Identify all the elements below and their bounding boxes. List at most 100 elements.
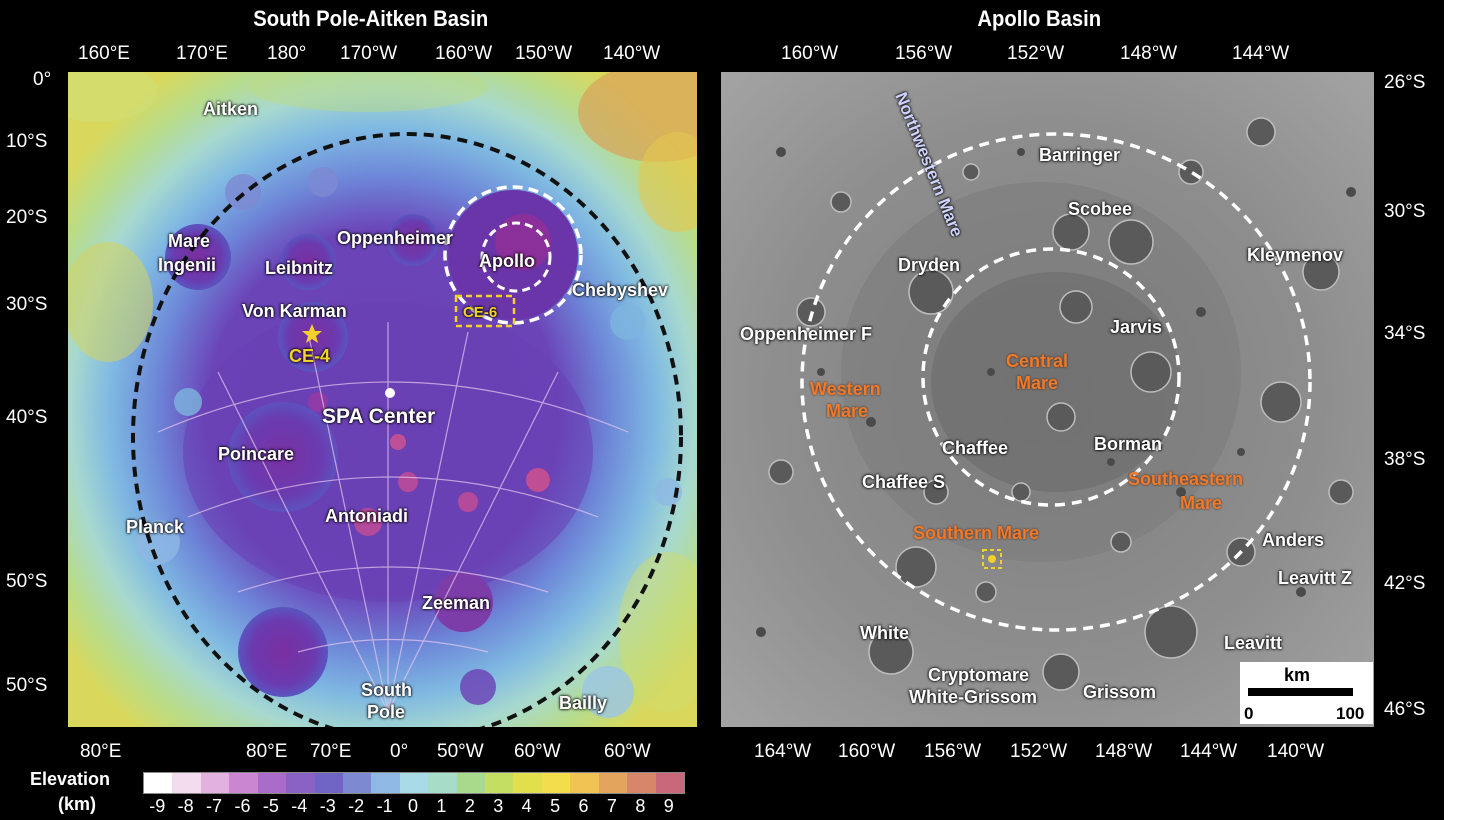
colorbar-swatch <box>513 773 543 793</box>
right-bottom-tick: 140°W <box>1267 741 1325 762</box>
label-central-mare-2: Mare <box>1016 373 1059 393</box>
colorbar-swatch <box>314 773 344 793</box>
label-planck: Planck <box>126 517 185 537</box>
scale-bar-max: 100 <box>1336 704 1365 723</box>
left-lat-tick: 30°S <box>6 294 48 315</box>
right-lat-tick: 38°S <box>1384 449 1426 470</box>
colorbar-swatch <box>229 773 259 793</box>
label-chaffee-s: Chaffee S <box>862 472 946 492</box>
label-kleymenov: Kleymenov <box>1247 245 1344 265</box>
colorbar-tick-label: -4 <box>291 796 308 816</box>
apollo-basin-image <box>721 72 1374 727</box>
label-ce6: CE-6 <box>463 304 498 321</box>
colorbar-swatch <box>399 773 429 793</box>
scale-bar: km 0 100 <box>1240 662 1373 724</box>
label-mare-ingenii-2: Ingenii <box>158 255 216 275</box>
colorbar-tick-label: -8 <box>177 796 194 816</box>
label-bailly: Bailly <box>559 693 608 713</box>
apollo-basin-svg <box>721 72 1374 727</box>
colorbar-swatch <box>655 773 685 793</box>
elevation-colorbar <box>143 772 685 794</box>
left-lat-tick: 50°S <box>6 675 48 696</box>
colorbar-swatch <box>456 773 486 793</box>
right-lat-tick: 46°S <box>1384 699 1426 720</box>
colorbar-tick-label: 0 <box>407 796 419 816</box>
scale-bar-min: 0 <box>1244 704 1254 723</box>
right-lat-tick: 26°S <box>1384 72 1426 93</box>
label-leavitt: Leavitt <box>1224 633 1283 653</box>
label-mare-ingenii: Mare <box>168 231 211 251</box>
left-bottom-tick: 80°E <box>80 741 122 762</box>
label-southeastern-mare: Southeastern <box>1128 469 1244 489</box>
colorbar-swatch <box>286 773 315 793</box>
label-zeeman: Zeeman <box>422 593 491 613</box>
left-bottom-tick: 70°E <box>310 741 352 762</box>
right-lat-tick: 42°S <box>1384 573 1426 594</box>
right-bottom-tick: 144°W <box>1180 741 1238 762</box>
label-grissom: Grissom <box>1083 682 1157 702</box>
colorbar-tick-label: -3 <box>319 796 336 816</box>
label-aitken: Aitken <box>203 99 259 119</box>
label-oppenheimer: Oppenheimer <box>337 228 454 248</box>
scale-bar-unit: km <box>1284 665 1311 685</box>
colorbar-swatch <box>485 773 514 793</box>
label-anders: Anders <box>1262 530 1325 550</box>
colorbar-tick-label: 8 <box>635 796 646 816</box>
right-top-tick: 156°W <box>895 43 953 64</box>
colorbar-tick-label: -9 <box>149 796 166 816</box>
left-bottom-tick: 50°W <box>437 741 484 762</box>
left-bottom-tick: 60°W <box>604 741 651 762</box>
colorbar-swatch <box>371 773 401 793</box>
label-southeastern-mare-2: Mare <box>1180 493 1223 513</box>
colorbar-tick-label: 5 <box>550 796 561 816</box>
spa-elevation-map <box>68 72 697 727</box>
colorbar-tick-label: -5 <box>262 796 279 816</box>
colorbar-swatch <box>598 773 628 793</box>
right-bottom-tick: 148°W <box>1095 741 1153 762</box>
left-top-tick: 160°E <box>78 43 130 64</box>
label-chaffee: Chaffee <box>942 438 1009 458</box>
colorbar-tick-label: -1 <box>376 796 393 816</box>
right-top-tick: 160°W <box>781 43 839 64</box>
right-top-tick: 148°W <box>1120 43 1178 64</box>
label-white: White <box>860 623 909 643</box>
left-bottom-tick: 0° <box>390 741 409 762</box>
left-top-tick: 170°W <box>340 43 398 64</box>
left-lat-tick: 10°S <box>6 131 48 152</box>
colorbar-tick-label: 7 <box>606 796 617 816</box>
colorbar-swatch <box>627 773 657 793</box>
label-jarvis: Jarvis <box>1110 317 1163 337</box>
left-top-tick: 140°W <box>603 43 661 64</box>
left-lat-tick: 40°S <box>6 407 48 428</box>
label-leavitt-z: Leavitt Z <box>1278 568 1353 588</box>
label-cryptomare: Cryptomare <box>928 665 1030 685</box>
label-borman: Borman <box>1094 434 1163 454</box>
label-dryden: Dryden <box>898 255 961 275</box>
label-south-pole: South <box>361 680 412 700</box>
right-top-tick: 144°W <box>1232 43 1290 64</box>
label-antoniadi: Antoniadi <box>325 506 408 526</box>
label-ce4: CE-4 <box>289 346 331 366</box>
left-bottom-tick: 80°E <box>246 741 288 762</box>
colorbar-swatch <box>541 773 571 793</box>
left-top-tick: 180° <box>267 43 307 64</box>
left-panel-title: South Pole-Aitken Basin <box>253 6 489 31</box>
colorbar-tick-label: -2 <box>348 796 365 816</box>
right-bottom-tick: 156°W <box>924 741 982 762</box>
colorbar-tick-label: -7 <box>206 796 223 816</box>
colorbar-swatch <box>200 773 230 793</box>
label-von-karman: Von Karman <box>242 301 347 321</box>
colorbar-swatch <box>257 773 287 793</box>
colorbar-swatch <box>570 773 600 793</box>
left-lat-tick: 0° <box>33 69 52 90</box>
left-top-tick: 150°W <box>515 43 573 64</box>
right-lat-tick: 34°S <box>1384 323 1426 344</box>
left-top-tick: 160°W <box>435 43 493 64</box>
colorbar-swatch <box>342 773 372 793</box>
colorbar-tick-label: 4 <box>521 796 532 816</box>
label-scobee: Scobee <box>1068 199 1133 219</box>
spa-elevation-svg <box>68 72 697 727</box>
right-lat-tick: 30°S <box>1384 201 1426 222</box>
left-bottom-tick: 60°W <box>514 741 561 762</box>
